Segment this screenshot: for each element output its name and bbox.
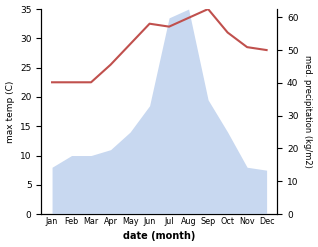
Y-axis label: med. precipitation (kg/m2): med. precipitation (kg/m2): [303, 55, 313, 168]
X-axis label: date (month): date (month): [123, 231, 196, 242]
Y-axis label: max temp (C): max temp (C): [5, 80, 15, 143]
